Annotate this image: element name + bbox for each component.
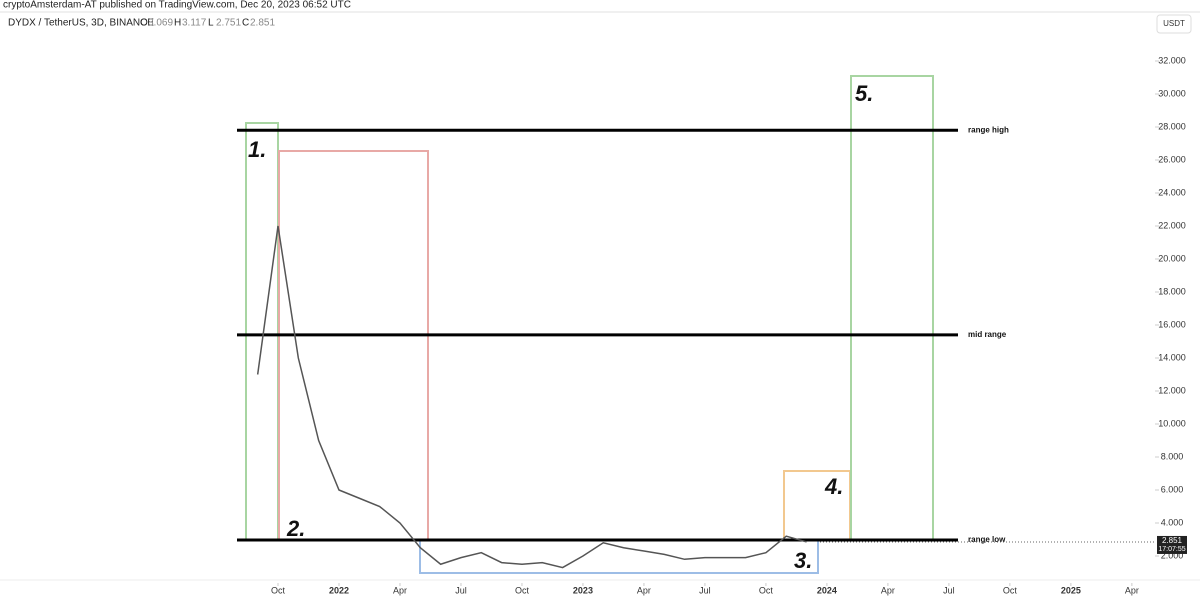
ohlc-key: O [140,18,148,29]
ohlc-value: 3.117 [182,18,207,29]
currency: USDT [1163,19,1185,28]
x-tick-label: Jul [699,585,711,595]
y-tick-label: 28.000 [1158,121,1186,131]
y-tick-label: 32.000 [1158,55,1186,65]
annotation: 1. [248,137,266,162]
y-tick-label: 18.000 [1158,286,1186,296]
x-tick-label: 2022 [329,585,349,595]
y-tick-label: 16.000 [1158,319,1186,329]
price-line [256,225,807,569]
x-tick-label: Apr [1125,585,1139,595]
countdown: 17:07:55 [1158,546,1185,553]
level-label: mid range [968,330,1007,339]
y-tick-label: 6.000 [1161,484,1184,494]
ohlc-key: L [208,18,214,29]
x-tick-label: Apr [637,585,651,595]
level-label: range low [968,535,1006,544]
y-tick-label: 10.000 [1158,418,1186,428]
x-tick-label: Apr [881,585,895,595]
x-tick-label: Oct [759,585,774,595]
y-tick-label: 12.000 [1158,385,1186,395]
x-tick-label: Apr [393,585,407,595]
ohlc-key: C [242,18,249,29]
y-tick-label: 14.000 [1158,352,1186,362]
ohlc-value: 2.851 [250,18,275,29]
x-tick-label: Oct [515,585,530,595]
annotation: 4. [824,474,843,499]
y-tick-label: 2.000 [1161,550,1184,560]
ohlc-key: H [174,18,181,29]
currency-box [1156,14,1192,34]
y-tick-label: 8.000 [1161,451,1184,461]
annotation: 5. [855,81,873,106]
last-price: 2.851 [1162,536,1183,545]
x-tick-label: Oct [1003,585,1018,595]
x-tick-label: Oct [271,585,286,595]
level-label: range high [968,125,1009,134]
y-tick-label: 22.000 [1158,220,1186,230]
x-tick-label: 2023 [573,585,593,595]
ohlc-legend: O 3.069 H 3.117 L 2.751 C 2.851 [140,18,275,29]
ohlc-value: 2.751 [216,18,241,29]
last-price-box [1157,535,1187,554]
y-tick-label: 4.000 [1161,517,1184,527]
x-tick-label: 2025 [1061,585,1081,595]
x-tick-label: Jul [943,585,955,595]
annotation: 2. [286,516,305,541]
x-tick-label: 2024 [817,585,837,595]
y-tick-label: 20.000 [1158,253,1186,263]
y-tick-label: 30.000 [1158,88,1186,98]
y-tick-label: 24.000 [1158,187,1186,197]
ohlc-value: 3.069 [148,18,173,29]
y-tick-label: 26.000 [1158,154,1186,164]
author-line: cryptoAmsterdam-AT published on TradingV… [3,0,351,11]
annotation: 3. [794,548,812,573]
x-tick-label: Jul [455,585,467,595]
symbol: DYDX / TetherUS, 3D, BINANCE [8,18,154,29]
